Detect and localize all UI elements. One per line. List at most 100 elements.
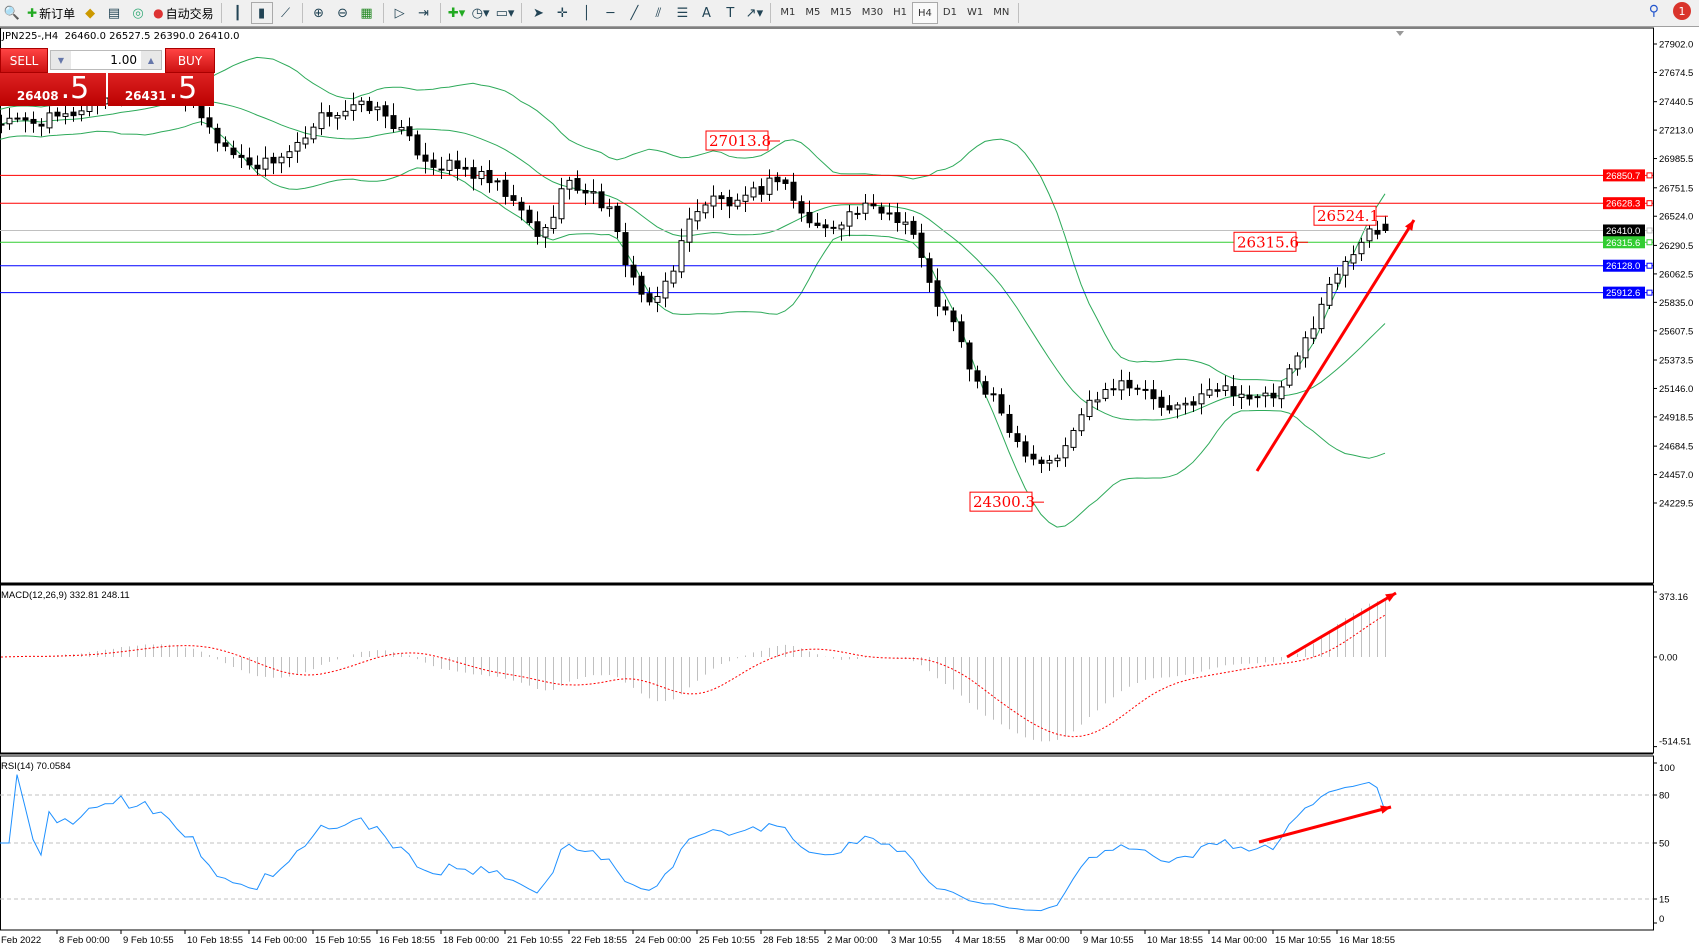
timeframe-m30[interactable]: M30 xyxy=(861,6,884,18)
search-icon[interactable]: ⚲ xyxy=(1648,3,1659,19)
navigator-icon[interactable]: ▤ xyxy=(107,5,121,21)
macd-pane xyxy=(0,584,1654,754)
candlestick-icon[interactable]: ▮ xyxy=(250,2,273,24)
candle-bullish xyxy=(446,159,453,171)
metaeditor-icon[interactable]: ◆ xyxy=(85,5,96,21)
candle-bearish xyxy=(502,179,509,197)
zoom-out-icon[interactable]: ⊖ xyxy=(337,5,349,21)
bollinger-middle xyxy=(0,100,1386,421)
chart-shift-icon[interactable]: ⇥ xyxy=(418,5,430,21)
line-handle xyxy=(1646,239,1653,246)
arrows-icon[interactable]: ↗▾ xyxy=(745,5,764,21)
notification-badge[interactable]: 1 xyxy=(1673,2,1691,20)
candle-bullish xyxy=(398,126,405,131)
candle-bearish xyxy=(726,196,733,207)
candle-bullish xyxy=(1278,386,1285,400)
rsi-trend-arrow xyxy=(1258,805,1392,844)
candle-bearish xyxy=(1190,401,1197,406)
timeframe-mn[interactable]: MN xyxy=(993,6,1010,18)
candle-bullish xyxy=(1206,389,1213,396)
candle-bearish xyxy=(486,169,493,184)
candle-bearish xyxy=(1382,223,1389,231)
timeframe-m1[interactable]: M1 xyxy=(780,6,796,18)
candle-bullish xyxy=(374,106,381,111)
decrease-lot-button[interactable]: ▼ xyxy=(51,51,71,69)
candle-bearish xyxy=(942,306,949,311)
line-handle xyxy=(1646,289,1653,296)
buy-price-fraction: .5 xyxy=(168,71,198,106)
autoscroll-icon[interactable]: ▷ xyxy=(394,5,405,21)
price-axis-label: 24684.5 xyxy=(1659,442,1693,453)
zoom-in-icon[interactable]: ⊕ xyxy=(313,5,325,21)
buy-price-button[interactable]: 26431.5 xyxy=(108,73,214,106)
price-axis-label: 27440.5 xyxy=(1659,97,1693,108)
sell-price-button[interactable]: 26408.5 xyxy=(0,73,106,106)
text-icon[interactable]: A xyxy=(701,5,711,21)
time-axis-label: 16 Mar 18:55 xyxy=(1339,935,1395,946)
divider xyxy=(382,3,384,23)
buy-button[interactable]: BUY xyxy=(165,48,215,73)
divider xyxy=(301,3,303,23)
candle-bearish xyxy=(982,381,989,395)
candle-bearish xyxy=(574,178,581,191)
candle-bullish xyxy=(310,126,317,140)
signals-icon[interactable]: ◎ xyxy=(132,5,144,21)
price-axis-label: 27213.0 xyxy=(1659,126,1693,137)
candle-bullish xyxy=(1102,389,1109,399)
timeframe-h4[interactable]: H4 xyxy=(912,2,938,24)
periods-icon[interactable]: ◷▾ xyxy=(471,5,490,21)
horizontal-line-icon[interactable]: ─ xyxy=(606,5,615,21)
sell-button[interactable]: SELL xyxy=(0,48,48,73)
candle-bullish xyxy=(1118,380,1125,391)
candle-bearish xyxy=(806,211,813,224)
trendline-icon[interactable]: ╱ xyxy=(630,5,639,21)
candle-bullish xyxy=(1238,393,1245,398)
candle-bearish xyxy=(470,167,477,179)
candle-bullish xyxy=(590,191,597,194)
candle-bearish xyxy=(974,370,981,382)
candle-bullish xyxy=(302,137,309,145)
candle-bearish xyxy=(510,195,517,201)
text-label-icon[interactable]: T xyxy=(726,5,735,21)
fibonacci-icon[interactable]: ☰ xyxy=(676,5,689,21)
indicators-icon[interactable]: ✚▾ xyxy=(447,5,466,21)
price-axis-label: 24457.0 xyxy=(1659,470,1693,481)
bar-chart-icon[interactable]: ┃ xyxy=(233,5,242,21)
crosshair-icon[interactable]: ✛ xyxy=(556,5,568,21)
search-icon[interactable]: 🔍 xyxy=(3,5,21,21)
time-axis-label: 25 Feb 10:55 xyxy=(699,935,755,946)
tile-windows-icon[interactable]: ▦ xyxy=(360,5,373,21)
new-order-button[interactable]: ✚ 新订单 xyxy=(27,6,76,21)
price-line-label: 26628.3 xyxy=(1606,199,1640,210)
divider xyxy=(521,3,523,23)
candle-bearish xyxy=(926,258,933,283)
timeframe-d1[interactable]: D1 xyxy=(942,6,957,18)
price-annotation-label: 26315.6 xyxy=(1237,233,1299,251)
vertical-line-icon[interactable]: │ xyxy=(582,5,591,21)
timeframe-w1[interactable]: W1 xyxy=(966,6,984,18)
auto-trading-button[interactable]: ● 自动交易 xyxy=(153,6,214,21)
cursor-icon[interactable]: ➤ xyxy=(532,5,544,21)
line-chart-icon[interactable]: ⟋ xyxy=(281,5,291,21)
symbol-ohlc-label: JPN225-,H4 26460.0 26527.5 26390.0 26410… xyxy=(2,31,240,42)
candle-bearish xyxy=(54,111,61,117)
candle-bullish xyxy=(862,202,869,214)
candle-bullish xyxy=(1094,399,1101,403)
candle-bullish xyxy=(1310,328,1317,339)
candle-bullish xyxy=(1302,337,1309,359)
timeframe-m5[interactable]: M5 xyxy=(805,6,821,18)
lot-size-input[interactable]: 1.00 xyxy=(110,53,137,67)
equidistant-channel-icon[interactable]: ⫽ xyxy=(655,5,662,21)
time-axis-label: 10 Mar 18:55 xyxy=(1147,935,1203,946)
candle-bearish xyxy=(1022,441,1029,457)
candle-bullish xyxy=(1198,393,1205,405)
candle-bearish xyxy=(1006,413,1013,433)
timeframe-m15[interactable]: M15 xyxy=(830,6,852,18)
templates-icon[interactable]: ▭▾ xyxy=(495,5,515,21)
increase-lot-button[interactable]: ▲ xyxy=(141,51,161,69)
time-axis-label: 10 Feb 18:55 xyxy=(187,935,243,946)
candle-bullish xyxy=(902,221,909,225)
chart-canvas[interactable]: 27902.0 27674.5 27440.5 27213.0 26985.5 26751… xyxy=(0,27,1699,947)
candle-bearish xyxy=(30,118,37,124)
timeframe-h1[interactable]: H1 xyxy=(893,6,907,18)
